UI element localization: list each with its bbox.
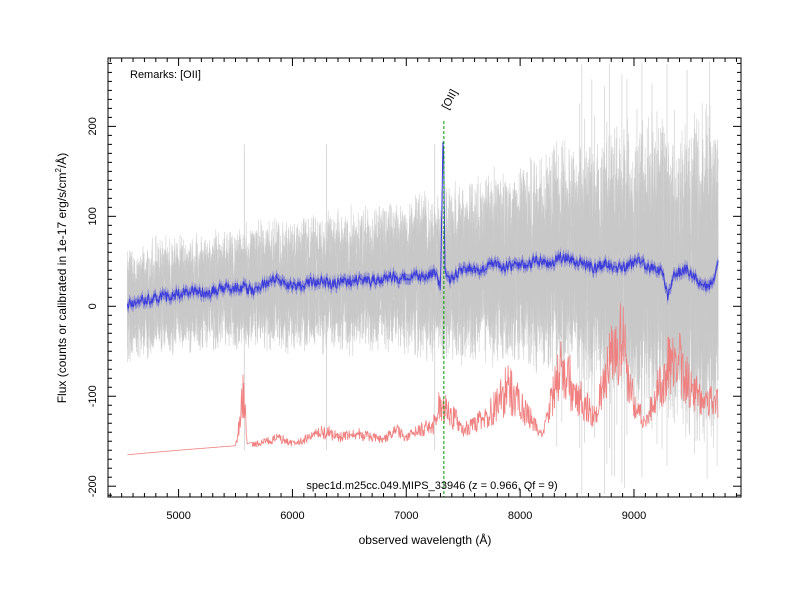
smoothed-spectrum-layer bbox=[126, 142, 719, 311]
y-axis-title-main: Flux (counts or calibrated in 1e-17 erg/… bbox=[55, 173, 69, 404]
y-tick-label: 200 bbox=[87, 117, 99, 135]
smoothed-spectrum-band bbox=[127, 136, 719, 314]
y-tick-label: 100 bbox=[87, 207, 99, 225]
axis-ticks-layer: 5000 6000 7000 8000 9000 -200 -100 0 100 200 bbox=[87, 58, 741, 522]
sky-spectrum-layer bbox=[127, 303, 719, 456]
sky-spectrum-line bbox=[127, 303, 719, 456]
x-tick-label: 9000 bbox=[622, 510, 646, 522]
plot-frame bbox=[107, 57, 742, 498]
smoothed-spectrum-line bbox=[126, 142, 719, 311]
y-tick-label: -200 bbox=[87, 475, 99, 497]
spectrum-caption: spec1d.m25cc.049.MIPS_33946 (z = 0.966, … bbox=[306, 480, 557, 492]
error-band-layer bbox=[127, 136, 719, 314]
x-tick-label: 7000 bbox=[394, 510, 418, 522]
y-axis-title-end: /Å) bbox=[54, 153, 69, 168]
raw-spectrum-trace bbox=[127, 109, 719, 441]
remarks-text: Remarks: [OII] bbox=[130, 69, 201, 81]
y-tick-label: 0 bbox=[87, 303, 99, 309]
oii-marker-label: [OII] bbox=[440, 88, 460, 112]
y-axis-title: Flux (counts or calibrated in 1e-17 erg/… bbox=[54, 153, 69, 404]
x-tick-label: 6000 bbox=[280, 510, 304, 522]
x-tick-label: 5000 bbox=[166, 510, 190, 522]
x-axis-title: observed wavelength (Å) bbox=[359, 532, 492, 547]
y-tick-label: -100 bbox=[87, 385, 99, 407]
y-axis-title-sup: 2 bbox=[54, 168, 63, 173]
x-tick-label: 8000 bbox=[508, 510, 532, 522]
